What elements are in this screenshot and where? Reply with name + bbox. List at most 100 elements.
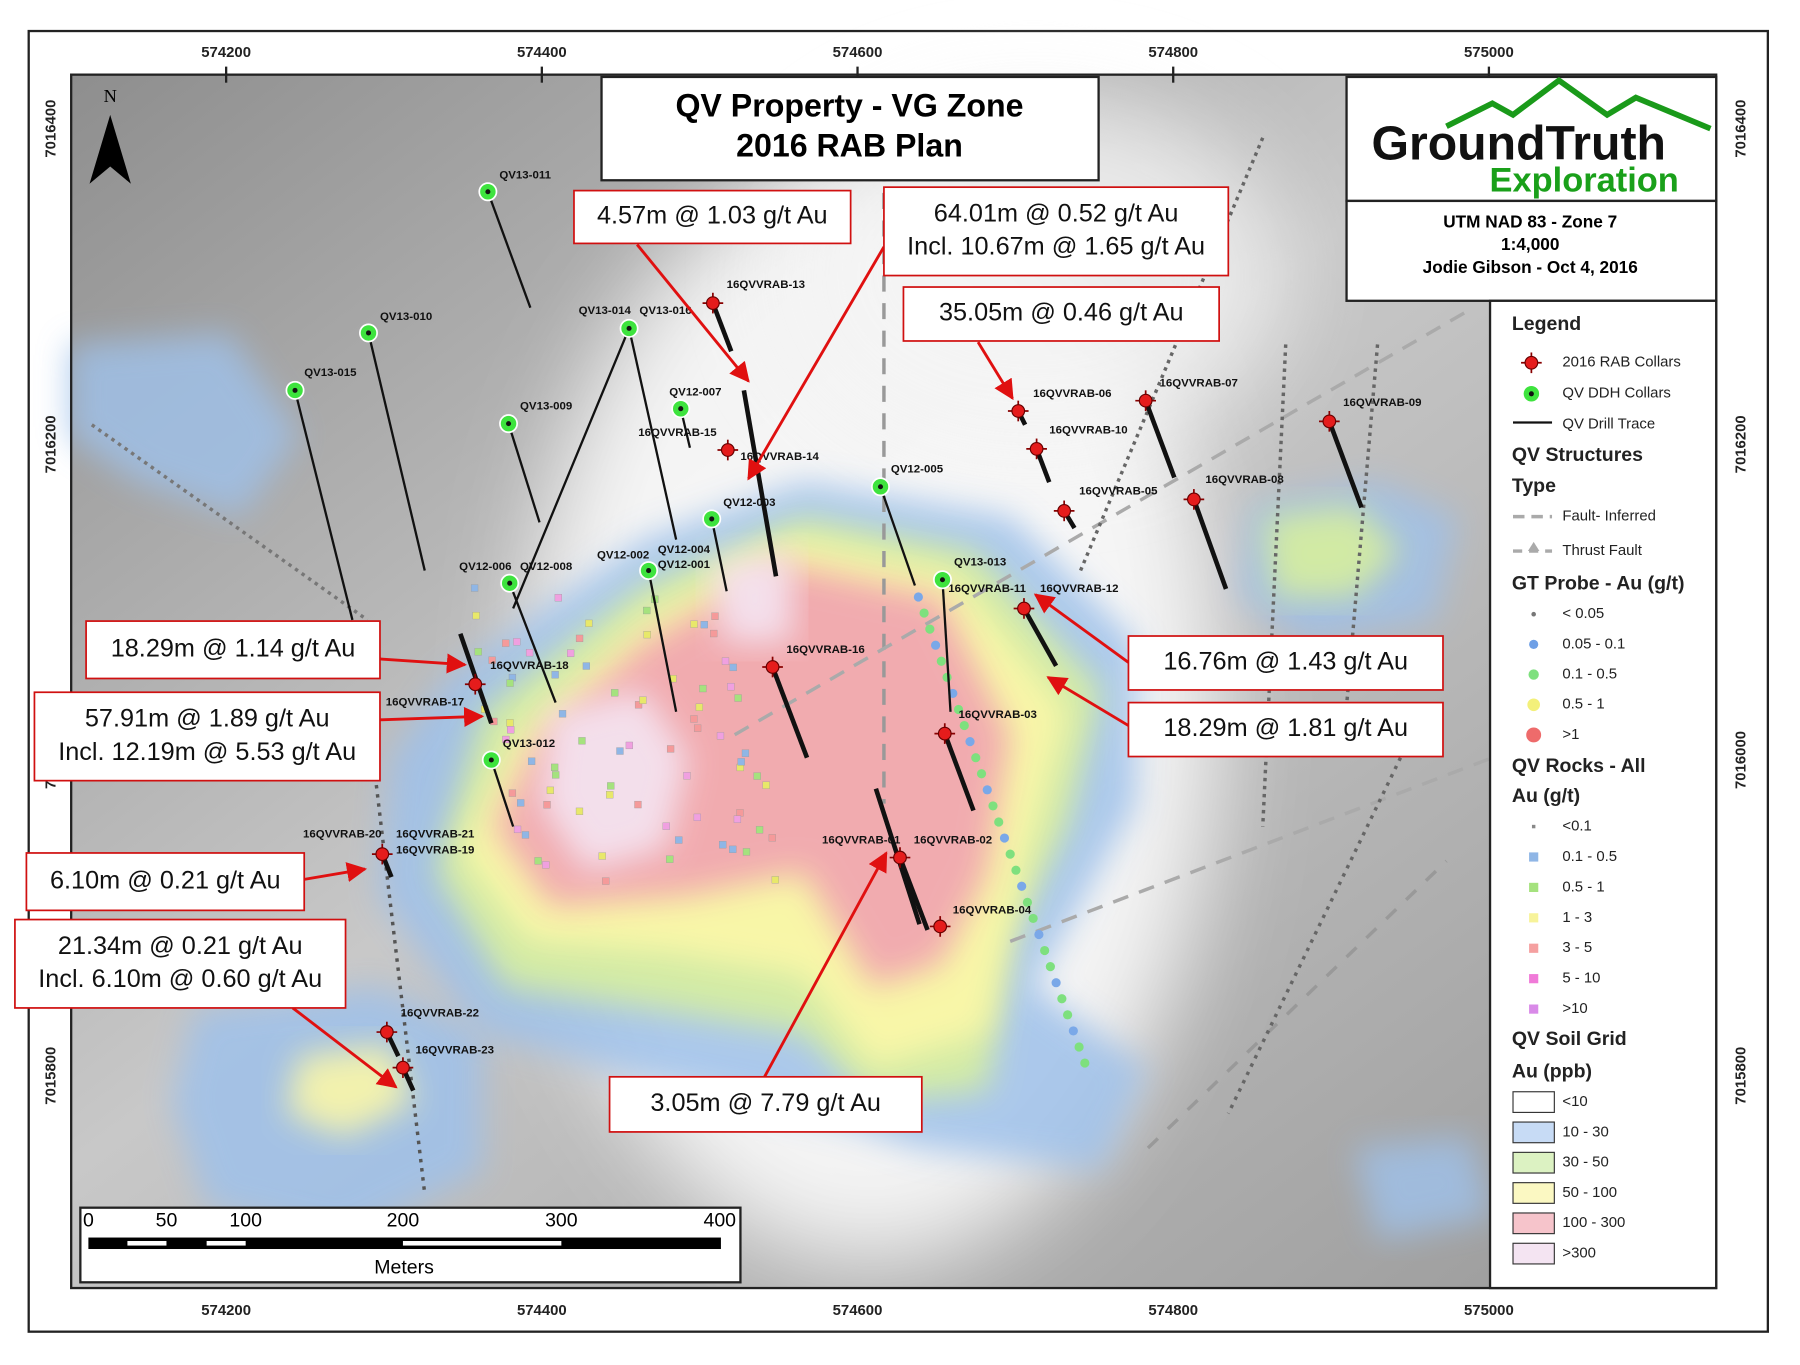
northing-label: 7016200 bbox=[43, 415, 60, 473]
soil-zone bbox=[68, 332, 299, 517]
rock-sample bbox=[643, 606, 651, 615]
rock-sample bbox=[543, 801, 551, 809]
callout-arrow bbox=[379, 653, 467, 674]
ddh-label: QV13-013 bbox=[954, 557, 1006, 569]
easting-label: 574800 bbox=[1148, 1302, 1198, 1319]
rab-label: 16QVVRAB-01 bbox=[822, 834, 901, 846]
ddh-collar bbox=[500, 573, 520, 593]
probe-sample bbox=[959, 720, 969, 731]
ddh-collar bbox=[285, 380, 305, 400]
rock-sample bbox=[551, 763, 559, 771]
ddh-trace bbox=[710, 518, 728, 592]
legend-soil bbox=[1512, 1212, 1555, 1235]
legend-item: 0.1 - 0.5 bbox=[1562, 848, 1617, 865]
probe-sample bbox=[1045, 962, 1055, 972]
collar-dot bbox=[292, 387, 298, 393]
legend-item: >300 bbox=[1562, 1245, 1596, 1262]
rab-label: 16QVVRAB-08 bbox=[1205, 474, 1284, 486]
legend-item: <0.1 bbox=[1562, 818, 1591, 835]
callout-arrow bbox=[763, 851, 888, 1078]
ddh-label: QV12-001 bbox=[658, 559, 711, 571]
rab-label: 16QVVRAB-02 bbox=[914, 834, 992, 846]
rock-sample bbox=[736, 809, 744, 817]
rab-trace bbox=[1021, 607, 1059, 667]
logo-name: GroundTruth bbox=[1371, 117, 1666, 171]
northing-label: 7015800 bbox=[43, 1047, 60, 1105]
legend-item: Thrust Fault bbox=[1562, 542, 1642, 559]
rock-sample bbox=[551, 671, 559, 679]
soil-zone bbox=[493, 562, 1011, 988]
ddh-trace bbox=[507, 423, 541, 523]
callout-text: Incl. 12.19m @ 5.53 g/t Au bbox=[58, 738, 356, 766]
ddh-label: QV13-011 bbox=[499, 170, 551, 182]
collar-dot bbox=[507, 580, 513, 586]
ddh-label: QV12-003 bbox=[723, 497, 775, 509]
callout-text: 35.05m @ 0.46 g/t Au bbox=[939, 299, 1184, 327]
ddh-collar bbox=[499, 414, 519, 434]
callout-text: Incl. 6.10m @ 0.60 g/t Au bbox=[38, 965, 322, 993]
collar-dot bbox=[1017, 601, 1031, 616]
rab-collar bbox=[1319, 411, 1340, 432]
ddh-label: QV12-002 bbox=[597, 550, 649, 562]
easting-label: 575000 bbox=[1464, 44, 1514, 61]
rock-sample bbox=[513, 638, 521, 646]
ddh-trace bbox=[367, 332, 426, 571]
rab-collar bbox=[464, 673, 486, 695]
northing-label: 7016400 bbox=[43, 100, 60, 158]
legend-item: 1 - 3 bbox=[1562, 909, 1592, 926]
rock-sample bbox=[666, 745, 675, 753]
rock-sample bbox=[695, 703, 703, 711]
collar-dot bbox=[705, 296, 720, 310]
info-line: 1:4,000 bbox=[1501, 234, 1559, 254]
rab-label: 16QVVRAB-19 bbox=[396, 845, 474, 857]
rab-label: 16QVVRAB-05 bbox=[1079, 485, 1158, 497]
collar-dot bbox=[893, 850, 907, 865]
collar-dot bbox=[1057, 503, 1072, 518]
collar-dot bbox=[1322, 414, 1337, 429]
rock-sample bbox=[741, 749, 750, 757]
probe-sample bbox=[1022, 897, 1033, 907]
north-label: N bbox=[104, 86, 117, 106]
rab-label: 16QVVRAB-22 bbox=[401, 1008, 479, 1020]
ddh-trace bbox=[490, 759, 515, 827]
rock-sample bbox=[711, 612, 719, 620]
rock-sample bbox=[585, 619, 593, 627]
probe-sample bbox=[1017, 881, 1027, 891]
rock-sample bbox=[525, 649, 534, 657]
ddh-label: QV12-007 bbox=[669, 387, 721, 399]
rab-collar bbox=[934, 723, 956, 744]
legend-item: QV Drill Trace bbox=[1562, 416, 1655, 433]
ddh-collar bbox=[871, 477, 890, 497]
easting-label: 574200 bbox=[201, 1302, 251, 1319]
legend-heading: Au (g/t) bbox=[1512, 785, 1580, 807]
callout-box bbox=[1127, 701, 1444, 758]
scale-tick-label: 200 bbox=[387, 1210, 420, 1232]
scale-tick-label: 0 bbox=[83, 1210, 94, 1232]
rock-sample bbox=[771, 876, 779, 884]
callout-arrow bbox=[303, 862, 368, 882]
legend-thrust-tri bbox=[1527, 541, 1540, 552]
rock-sample bbox=[554, 594, 562, 602]
collar-dot bbox=[678, 406, 684, 412]
rab-collar bbox=[1135, 390, 1156, 412]
callout-arrow bbox=[291, 1006, 398, 1089]
ddh-collar bbox=[478, 182, 498, 202]
scale-bar-segment bbox=[127, 1240, 167, 1246]
ddh-collar bbox=[359, 323, 378, 343]
overlay: 16QVVRAB-13 16QVVRAB-15 16QVVRAB-14 16QVVRA… bbox=[14, 44, 1749, 1319]
rock-sample bbox=[755, 826, 764, 834]
legend-rock bbox=[1529, 974, 1539, 984]
callout-text: Incl. 10.67m @ 1.65 g/t Au bbox=[907, 233, 1205, 261]
rab-label: 16QVVRAB-09 bbox=[1343, 397, 1421, 409]
ddh-label: QV13-014 bbox=[579, 305, 632, 317]
north-arrow bbox=[89, 114, 131, 184]
rock-sample bbox=[534, 857, 542, 865]
callout-box bbox=[573, 189, 852, 245]
rock-sample bbox=[716, 732, 725, 740]
legend-rock bbox=[1531, 824, 1536, 829]
callout-box bbox=[85, 620, 381, 680]
legend-heading: QV Rocks - All bbox=[1512, 755, 1646, 777]
callout-box bbox=[1127, 635, 1444, 691]
rock-sample bbox=[578, 737, 586, 745]
